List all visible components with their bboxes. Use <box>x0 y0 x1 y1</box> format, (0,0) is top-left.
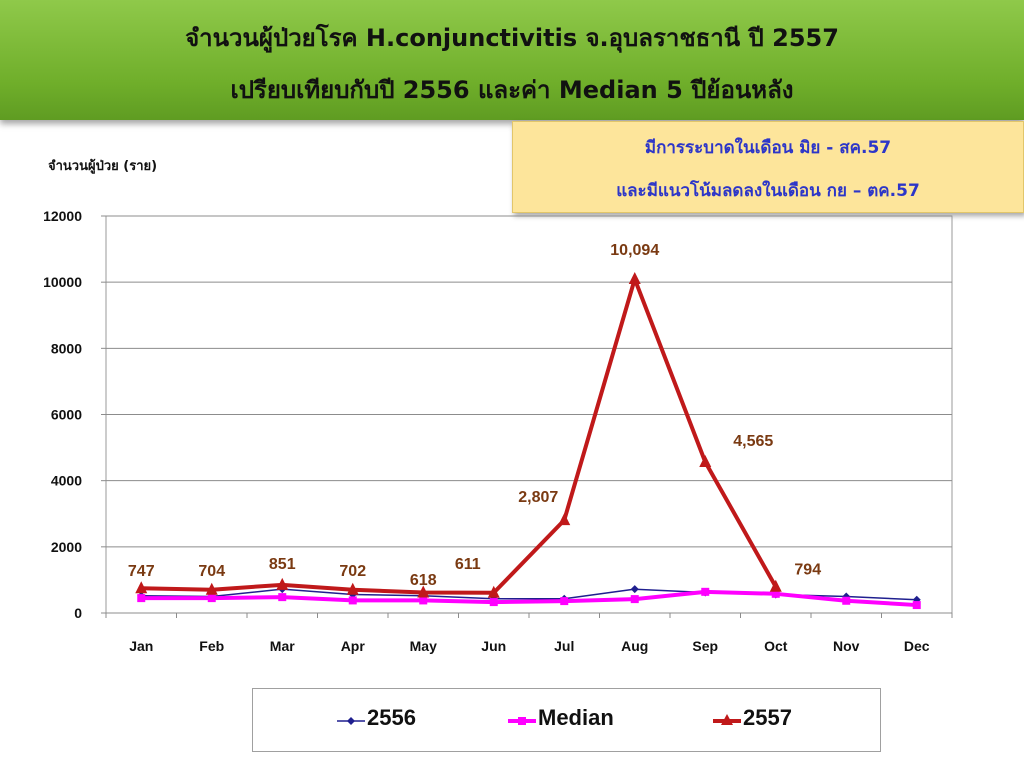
legend-marker-2556 <box>337 717 365 725</box>
x-tick-label: Jan <box>129 638 153 654</box>
data-label-2557: 851 <box>269 556 296 573</box>
point-2556 <box>630 585 639 594</box>
point-median <box>137 594 146 603</box>
series-line-median <box>141 589 917 608</box>
y-tick-label: 4000 <box>51 473 82 489</box>
legend-label-median: Median <box>538 705 614 730</box>
legend-marker-2557 <box>713 714 741 725</box>
point-2557 <box>628 272 641 285</box>
point-median <box>912 601 921 610</box>
data-label-2557: 747 <box>128 563 155 580</box>
legend: 2556 Median 2557 <box>252 688 881 752</box>
title-line-1: จำนวนผู้ป่วยโรค H.conjunctivitis จ.อุบลร… <box>185 24 839 52</box>
title-banner: จำนวนผู้ป่วยโรค H.conjunctivitis จ.อุบลร… <box>0 0 1024 120</box>
legend-marker-median <box>508 717 536 725</box>
data-label-2557: 702 <box>339 563 366 580</box>
y-tick-label: 0 <box>74 605 82 621</box>
point-median <box>560 597 569 606</box>
callout-line-1: มีการระบาดในเดือน มิย - สค.57 <box>644 138 892 158</box>
y-axis-label: จำนวนผู้ป่วย (ราย) <box>48 159 158 174</box>
point-median <box>207 594 216 603</box>
x-tick-label: Apr <box>341 638 366 654</box>
legend-label-2557: 2557 <box>743 705 792 730</box>
x-tick-label: Jun <box>481 638 506 654</box>
point-median <box>278 593 287 602</box>
point-2557 <box>276 577 289 590</box>
title-line-2: เปรียบเทียบกับปี 2556 และค่า Median 5 ปี… <box>230 76 794 104</box>
series-line-2557 <box>141 277 778 595</box>
y-tick-label: 10000 <box>43 274 82 290</box>
x-tick-label: Nov <box>833 638 860 654</box>
point-median <box>489 598 498 607</box>
x-tick-label: Jul <box>554 638 574 654</box>
data-label-2557: 2,807 <box>518 489 558 506</box>
point-median <box>419 596 428 605</box>
point-median <box>771 589 780 598</box>
x-tick-label: Oct <box>764 638 788 654</box>
data-label-2557: 704 <box>198 563 225 580</box>
legend-label-2556: 2556 <box>367 705 416 730</box>
x-tick-label: May <box>410 638 437 654</box>
data-label-2557: 611 <box>455 556 481 573</box>
data-label-2557: 618 <box>410 572 437 589</box>
point-median <box>842 596 851 605</box>
point-2557 <box>769 579 782 592</box>
point-median <box>348 596 357 605</box>
point-2557 <box>487 585 500 598</box>
y-tick-label: 8000 <box>51 340 82 356</box>
x-tick-label: Feb <box>199 638 224 654</box>
point-2557 <box>417 585 430 598</box>
x-tick-label: Dec <box>904 638 930 654</box>
x-tick-label: Sep <box>692 638 718 654</box>
data-label-2557: 4,565 <box>733 433 773 450</box>
point-2557 <box>699 454 712 467</box>
y-tick-label: 2000 <box>51 539 82 555</box>
x-tick-label: Aug <box>621 638 648 654</box>
data-label-2557: 794 <box>794 562 821 579</box>
callout-line-2: และมีแนวโน้มลดลงในเดือน กย – ตค.57 <box>616 181 920 201</box>
y-tick-label: 6000 <box>51 407 82 423</box>
y-tick-label: 12000 <box>43 208 82 224</box>
point-2557 <box>135 581 148 594</box>
point-2557 <box>346 582 359 595</box>
point-median <box>630 595 639 604</box>
point-2557 <box>205 582 218 595</box>
x-tick-label: Mar <box>270 638 295 654</box>
point-2557 <box>558 513 571 526</box>
point-median <box>701 587 710 596</box>
data-label-2557: 10,094 <box>610 242 659 259</box>
